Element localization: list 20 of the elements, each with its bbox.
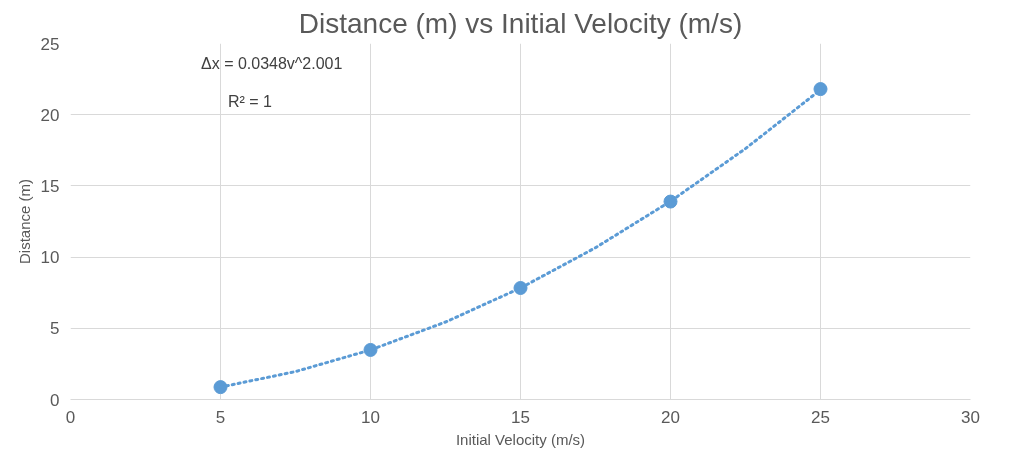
x-tick-label: 5 bbox=[215, 407, 226, 427]
point bbox=[213, 380, 228, 395]
x-tick-label: 25 bbox=[811, 407, 830, 427]
x-tick-label: 0 bbox=[65, 407, 76, 427]
y-tick-label: 20 bbox=[40, 105, 60, 125]
x-tick-label: 20 bbox=[661, 407, 680, 427]
y-tick-label: 25 bbox=[40, 34, 60, 54]
x-tick-label: 30 bbox=[961, 407, 980, 427]
chart-title: Distance (m) vs Initial Velocity (m/s) bbox=[298, 7, 743, 39]
y-tick-label: 0 bbox=[50, 390, 60, 410]
annotation: Δx = 0.0348v^2.001 bbox=[201, 54, 343, 72]
y-tick-label: 5 bbox=[50, 319, 60, 339]
y-tick-label: 15 bbox=[40, 176, 60, 196]
x-tick-label: 15 bbox=[511, 407, 530, 427]
y-axis-title: Distance (m) bbox=[15, 178, 33, 265]
y-tick-label: 10 bbox=[40, 248, 60, 268]
x-axis-title: Initial Velocity (m/s) bbox=[455, 430, 586, 448]
annotation: R² = 1 bbox=[228, 93, 273, 111]
point bbox=[813, 82, 828, 97]
x-tick-label: 10 bbox=[361, 407, 380, 427]
